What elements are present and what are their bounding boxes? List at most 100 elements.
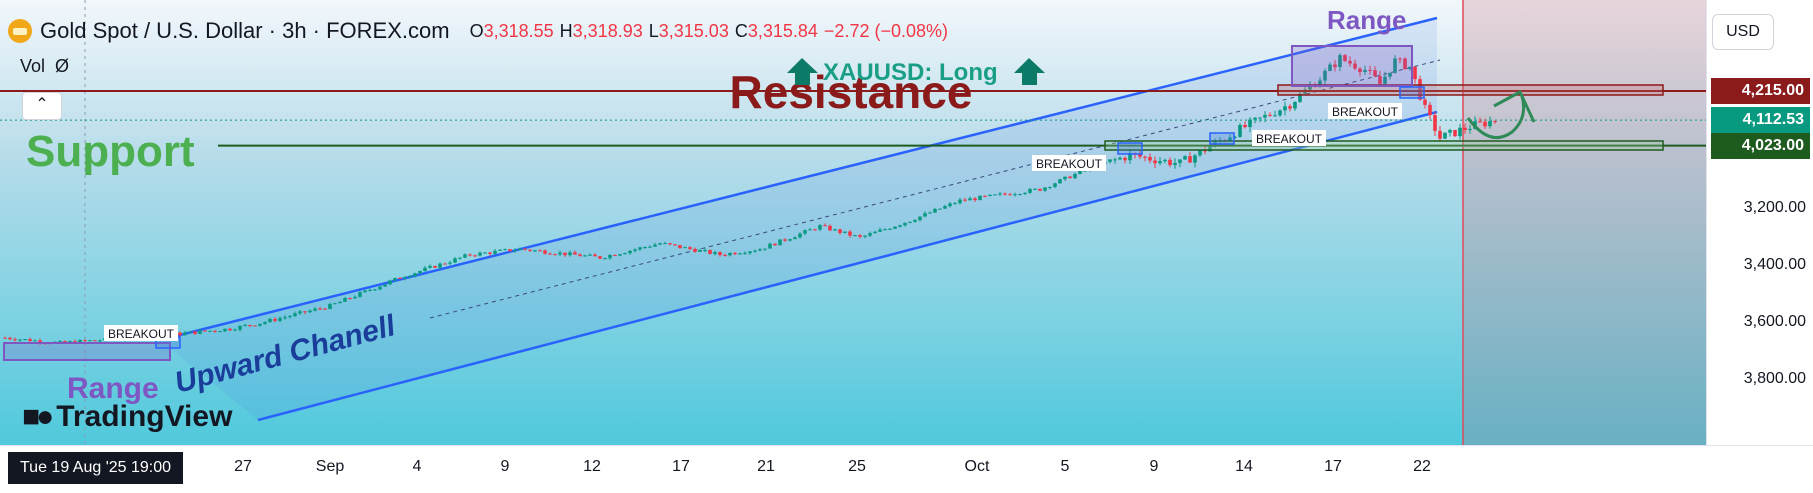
candle-body	[768, 243, 772, 249]
gold-coin-icon	[8, 19, 32, 43]
candle-body	[893, 226, 897, 229]
time-tick-label: 22	[1413, 458, 1431, 475]
candle-body	[713, 252, 717, 254]
candle-body	[943, 206, 947, 209]
low-value: L3,315.03	[649, 21, 729, 42]
breakout-box	[1209, 132, 1235, 145]
candle-body	[358, 292, 362, 297]
candle-body	[78, 340, 82, 344]
candle-body	[643, 247, 647, 249]
candle-body	[1463, 127, 1467, 130]
volume-indicator[interactable]: Vol Ø	[20, 56, 69, 77]
candle-body	[1363, 69, 1367, 73]
candle-body	[1393, 58, 1397, 73]
candle-body	[558, 252, 562, 255]
candle-body	[608, 255, 612, 259]
candle-body	[1453, 129, 1457, 137]
candle-body	[813, 229, 817, 231]
candle-body	[403, 277, 407, 279]
candle-body	[968, 198, 972, 201]
future-zone	[1463, 0, 1706, 445]
candle-body	[538, 250, 542, 252]
instrument-title[interactable]: Gold Spot / U.S. Dollar · 3h · FOREX.com	[40, 18, 450, 43]
candle-body	[773, 243, 777, 246]
candle-body	[1418, 79, 1422, 100]
range-label-bottom: Range	[67, 372, 159, 405]
candle-body	[1143, 156, 1147, 158]
time-tick-label: Oct	[964, 458, 990, 475]
signal-label: XAUUSD: Long	[823, 59, 998, 86]
candle-body	[373, 289, 377, 291]
candle-body	[1373, 70, 1377, 77]
price-axis[interactable]: 3,200.00 3,400.00 3,600.00 3,800.00 4,215.00…	[1706, 0, 1813, 445]
candle-body	[1168, 159, 1172, 166]
candle-body	[1423, 99, 1427, 105]
candle-body	[1488, 121, 1492, 127]
candle-body	[1113, 159, 1117, 161]
candle-body	[478, 252, 482, 256]
candle-body	[183, 332, 187, 336]
candle-body	[1073, 173, 1077, 179]
candle-body	[933, 208, 937, 213]
time-axis[interactable]: Tue 19 Aug '25 19:00 27 Sep 4 9 12 17 21 25 Oct 5…	[0, 445, 1813, 493]
candle-body	[523, 248, 527, 250]
candle-body	[563, 252, 567, 256]
candle-body	[858, 235, 862, 237]
candle-body	[1043, 187, 1047, 191]
candle-body	[243, 325, 247, 327]
currency-selector[interactable]: USD	[1712, 14, 1774, 50]
candle-body	[188, 331, 192, 333]
channel-fill	[160, 18, 1437, 420]
candle-body	[688, 247, 692, 250]
candle-body	[313, 308, 317, 311]
candle-body	[503, 249, 507, 251]
candle-body	[278, 318, 282, 321]
candle-body	[1298, 93, 1302, 102]
candle-body	[3, 337, 7, 339]
candle-body	[598, 256, 602, 259]
candle-body	[1308, 85, 1312, 90]
candle-body	[68, 341, 72, 343]
candle-body	[1383, 76, 1387, 84]
candle-body	[1003, 193, 1007, 195]
chart-plot-area[interactable]: Resistance Support Range Range Upward Chanel…	[0, 0, 1706, 445]
breakout-tag	[1252, 130, 1326, 146]
high-value: H3,318.93	[560, 21, 643, 42]
candle-body	[628, 250, 632, 254]
candle-body	[1193, 155, 1197, 163]
candle-body	[1388, 72, 1392, 77]
breakout-tag	[104, 325, 178, 341]
candle-body	[463, 254, 467, 258]
support-zone	[1104, 140, 1664, 151]
candle-body	[348, 298, 352, 300]
candle-body	[973, 198, 977, 201]
candle-body	[763, 248, 767, 250]
candle-body	[863, 235, 867, 237]
candle-body	[743, 253, 747, 255]
candle-body	[818, 225, 822, 230]
candle-body	[1198, 149, 1202, 156]
candle-body	[98, 340, 102, 342]
candle-body	[338, 301, 342, 304]
candle-body	[323, 308, 327, 310]
candle-body	[703, 249, 707, 251]
candle-body	[438, 263, 442, 268]
candle-body	[1368, 69, 1372, 71]
candle-body	[363, 290, 367, 293]
price-tick-label: 3,600.00	[1743, 313, 1806, 331]
candle-body	[1343, 55, 1347, 61]
candle-body	[1128, 153, 1132, 161]
volume-label: Vol	[20, 56, 46, 76]
candle-body	[1378, 76, 1382, 84]
chevron-up-icon[interactable]: ⌃	[22, 92, 62, 120]
candle-body	[918, 216, 922, 221]
candle-body	[1293, 101, 1297, 109]
candle-body	[693, 249, 697, 252]
candle-body	[428, 265, 432, 268]
arrow-up-icon-right	[1014, 58, 1045, 85]
candle-body	[343, 298, 347, 302]
candle-body	[1033, 188, 1037, 190]
candle-body	[383, 284, 387, 287]
candle-body	[1288, 106, 1292, 109]
